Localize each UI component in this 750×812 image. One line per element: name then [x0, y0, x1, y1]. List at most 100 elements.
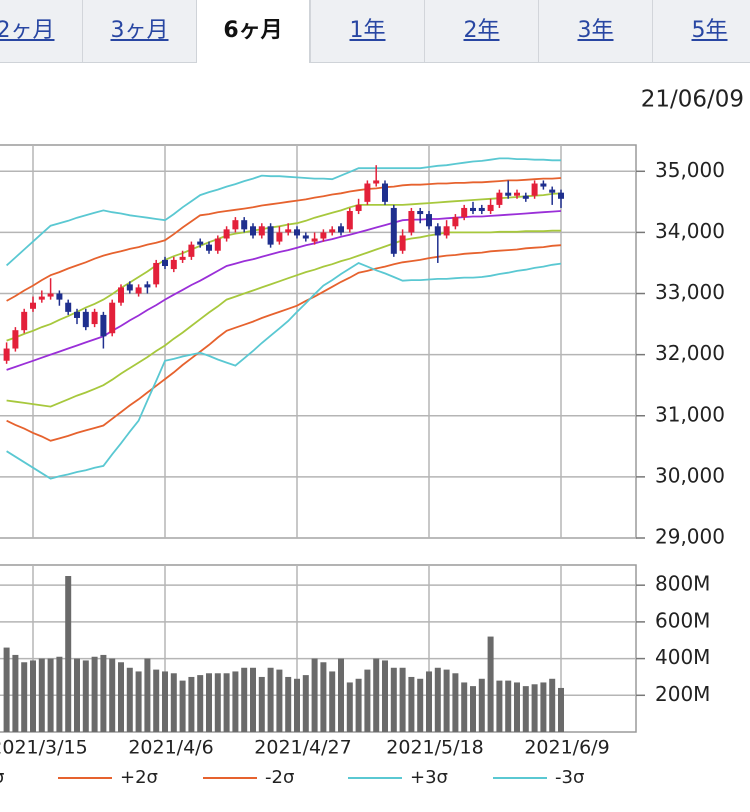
candle-body — [390, 207, 397, 254]
candle-body — [320, 232, 327, 239]
candle-body — [355, 204, 362, 212]
candle-body — [188, 244, 195, 257]
band-line — [6, 229, 561, 408]
candle-body — [505, 192, 512, 196]
band-line — [6, 192, 562, 342]
candle-body — [267, 226, 274, 245]
candle-body — [12, 330, 19, 349]
candle-body — [276, 232, 283, 242]
candle-body — [514, 192, 520, 196]
candle-body — [38, 296, 45, 300]
tab[interactable]: 3年 — [538, 0, 652, 62]
volume-bar — [399, 667, 406, 732]
volume-bar — [364, 669, 371, 732]
volume-bar — [320, 662, 327, 732]
volume-bar — [91, 656, 98, 732]
volume-bar — [514, 682, 520, 732]
legend-label: +3σ — [410, 767, 448, 788]
volume-bar — [153, 669, 160, 732]
volume-bar — [461, 682, 468, 732]
legend-label: -2σ — [265, 767, 294, 788]
volume-bar — [188, 676, 195, 732]
volume-bar — [540, 682, 547, 732]
candle-body — [426, 214, 432, 227]
volume-bar — [232, 671, 239, 732]
volume-bar — [223, 673, 230, 732]
candle-body — [206, 244, 212, 251]
candle-body — [399, 235, 406, 251]
candle-body — [329, 229, 336, 233]
y-tick-label: 34,000 — [655, 219, 725, 243]
tab[interactable]: 3ヶ月 — [82, 0, 196, 62]
tab-selected[interactable]: 6ヶ月 — [196, 0, 310, 63]
tab[interactable]: 2ヶ月 — [0, 0, 82, 62]
volume-bar — [329, 671, 336, 732]
y-tick-label: 29,000 — [655, 525, 725, 549]
volume-bar — [531, 684, 538, 732]
tab[interactable]: 1年 — [310, 0, 424, 62]
plot-frame — [0, 144, 637, 539]
volume-bar — [65, 576, 72, 732]
x-tick-label: 2021/4/27 — [254, 737, 351, 759]
volume-bar — [56, 656, 63, 732]
candle-body — [232, 220, 239, 230]
candle-body — [135, 287, 142, 294]
tab[interactable]: 2年 — [424, 0, 538, 62]
volume-bar — [250, 667, 256, 732]
candle-body — [346, 211, 353, 230]
candle-body — [364, 183, 371, 202]
y-tick-label: 33,000 — [655, 280, 725, 304]
candle-body — [452, 217, 459, 227]
volume-bar — [443, 669, 450, 732]
volume-bar — [302, 675, 309, 732]
volume-bar — [338, 658, 344, 732]
y-tick-label: 32,000 — [655, 341, 725, 365]
candle-body — [408, 211, 415, 233]
volume-bar — [109, 658, 116, 732]
volume-bar — [487, 636, 494, 732]
candle-body — [285, 229, 292, 233]
candle-body — [540, 183, 547, 187]
candle-body — [558, 192, 564, 199]
candle-body — [65, 302, 72, 312]
volume-bar — [478, 678, 485, 732]
volume-bar — [206, 673, 212, 732]
band-line — [6, 244, 562, 442]
volume-bar — [258, 676, 265, 732]
band-line — [5, 157, 561, 267]
legend-label: -3σ — [555, 767, 584, 788]
candle-body — [294, 229, 300, 236]
x-tick-label: 2021/5/18 — [386, 737, 483, 759]
candle-body — [373, 180, 380, 184]
x-tick-label: 2021/4/6 — [128, 737, 213, 759]
volume-bar — [38, 658, 45, 732]
volume-bar — [470, 686, 476, 732]
date-label: 21/06/09 — [641, 87, 744, 113]
y-tick-label: 30,000 — [655, 463, 725, 487]
x-tick-label: 2021/3/15 — [0, 737, 88, 759]
tab[interactable]: 5年 — [652, 0, 750, 62]
volume-bar — [170, 673, 177, 732]
candle-body — [74, 311, 80, 318]
candle-body — [223, 229, 230, 239]
y-tick-label: 31,000 — [655, 402, 725, 426]
volume-bar — [162, 671, 168, 732]
candle-body — [30, 302, 36, 309]
volume-bar — [346, 682, 353, 732]
candle-body — [461, 207, 468, 218]
volume-bar — [549, 678, 556, 732]
volume-bar — [135, 671, 142, 732]
volume-bar — [118, 662, 124, 732]
candle-body — [443, 226, 450, 236]
period-tabs: 2ヶ月 3ヶ月 6ヶ月 1年 2年 3年 5年 — [0, 0, 750, 63]
candle-body — [531, 183, 538, 196]
candle-body — [302, 235, 309, 239]
legend-label: -1σ — [0, 767, 4, 788]
candle-body — [3, 348, 10, 361]
candle-body — [214, 238, 221, 251]
volume-bar — [144, 658, 151, 732]
candle-body — [47, 293, 54, 297]
candle-body — [91, 311, 98, 325]
